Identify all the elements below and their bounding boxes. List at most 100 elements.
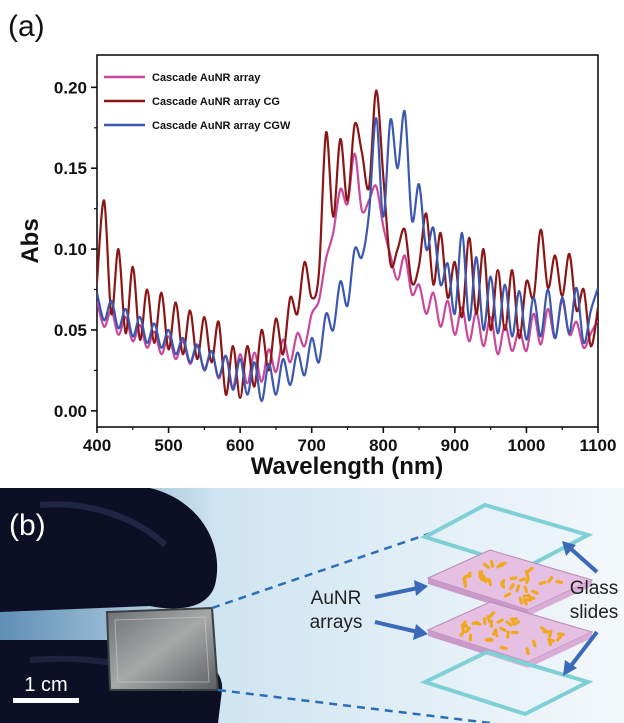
x-tick-label: 900	[441, 436, 469, 455]
nanorod	[490, 559, 495, 568]
photo-panel: AuNR arrays Glass slides (b) 1 cm	[0, 488, 624, 723]
nanorod	[505, 620, 513, 627]
glass-sample	[105, 606, 220, 691]
nanorod	[500, 581, 506, 589]
nanorod	[496, 562, 504, 569]
nanorod	[510, 630, 519, 635]
nanorod	[538, 580, 547, 586]
nanorod	[525, 647, 530, 656]
x-tick-label: 1000	[508, 436, 546, 455]
nanorod	[522, 598, 528, 606]
legend-label-1: Cascade AuNR array	[152, 72, 261, 84]
x-tick-label: 600	[226, 436, 254, 455]
nanorod	[509, 617, 518, 621]
glass-slides-label-line1: Glass	[570, 578, 619, 599]
series-line-2	[97, 89, 598, 399]
x-axis-title: Wavelength (nm)	[251, 453, 443, 480]
nanorod	[523, 585, 529, 594]
arrow-to-lower-array	[374, 620, 419, 634]
x-tick-label: 700	[298, 436, 326, 455]
nanorod	[479, 577, 488, 583]
nanorod	[555, 634, 563, 642]
nanorod	[487, 578, 492, 587]
nanorod	[547, 637, 555, 643]
legend-label-2: Cascade AuNR array CG	[152, 96, 280, 108]
x-tick-label: 400	[83, 436, 111, 455]
nanorod	[527, 595, 536, 600]
nanorod	[468, 633, 473, 642]
arrow-head-bottom-slide	[563, 660, 577, 676]
series-line-1	[97, 152, 598, 388]
aunr-arrays-label-line1: AuNR	[311, 588, 362, 609]
glove-highlight-upper	[39, 501, 168, 548]
nanorod	[524, 598, 533, 602]
nanorod	[459, 629, 466, 637]
series-layer	[97, 89, 598, 403]
x-axis-ticks: 400 500 600 700 800 900 1000 1100	[83, 427, 617, 455]
nanorod	[486, 615, 492, 623]
nanorod	[509, 576, 518, 581]
nanorod	[518, 577, 527, 582]
glass-slide-bottom	[419, 649, 594, 717]
glove-upper-finger	[0, 488, 218, 612]
nanorod	[499, 645, 508, 651]
plot-frame	[96, 54, 599, 428]
arrow-to-bottom-slide	[568, 630, 599, 669]
nanorod	[496, 618, 504, 624]
plot-area: 400 500 600 700 800 900 1000 1100 0.000.050.100…	[54, 54, 617, 455]
nanorod	[509, 582, 515, 591]
nanorod	[548, 629, 553, 638]
nanorod	[499, 626, 507, 632]
panel-a-label: (a)	[8, 10, 45, 43]
nanorod	[491, 628, 498, 636]
nanorod	[525, 576, 530, 585]
y-axis-ticks: 0.00 0.05 0.10 0.15 0.20	[54, 78, 97, 421]
y-tick-label: 0.20	[54, 78, 87, 97]
nanorod	[547, 575, 554, 584]
nanorod	[488, 611, 496, 618]
legend-label-3: Cascade AuNR array CGW	[152, 120, 291, 132]
nanorod	[556, 632, 565, 636]
y-tick-label: 0.00	[54, 402, 87, 421]
nanorod	[478, 572, 486, 579]
x-tick-label: 1100	[580, 436, 617, 455]
projection-line-top	[211, 528, 441, 610]
nanorod	[506, 630, 510, 639]
glass-sample-inner-edge	[114, 616, 210, 683]
scale-bar-label: 1 cm	[24, 674, 67, 696]
panel-b-label: (b)	[9, 509, 46, 542]
nanorod	[482, 562, 490, 569]
series-line-3	[97, 110, 598, 403]
nanorod	[540, 626, 547, 633]
nanorod	[462, 580, 468, 588]
x-tick-label: 800	[369, 436, 397, 455]
aunr-array-layer-lower	[426, 601, 594, 668]
nanorods-upper	[462, 559, 564, 606]
arrow-to-top-slide	[568, 546, 599, 574]
legend: Cascade AuNR array Cascade AuNR array CG C…	[104, 72, 291, 132]
arrow-head-lower-array	[413, 624, 428, 640]
x-tick-label: 500	[154, 436, 182, 455]
y-axis-title: Abs	[17, 218, 44, 263]
nanorod	[518, 596, 524, 605]
nanorod	[531, 639, 537, 648]
nanorod	[531, 589, 539, 595]
nanorod	[526, 566, 534, 573]
y-tick-label: 0.15	[54, 159, 87, 178]
nanorod	[465, 571, 472, 579]
projection-line-bottom	[217, 688, 491, 723]
glass-slides-label-line2: slides	[570, 602, 619, 623]
arrow-head-upper-array	[414, 580, 428, 596]
nanorod	[462, 621, 469, 630]
scale-bar	[13, 698, 79, 703]
nanorod	[484, 637, 493, 642]
nanorod	[515, 584, 521, 593]
nanorod	[473, 621, 482, 626]
y-tick-label: 0.05	[54, 321, 87, 340]
nanorod	[483, 617, 487, 626]
aunr-arrays-label-line2: arrays	[310, 612, 363, 633]
arrow-to-upper-array	[374, 586, 419, 599]
nanorod	[555, 579, 564, 585]
nanorod	[464, 626, 471, 634]
